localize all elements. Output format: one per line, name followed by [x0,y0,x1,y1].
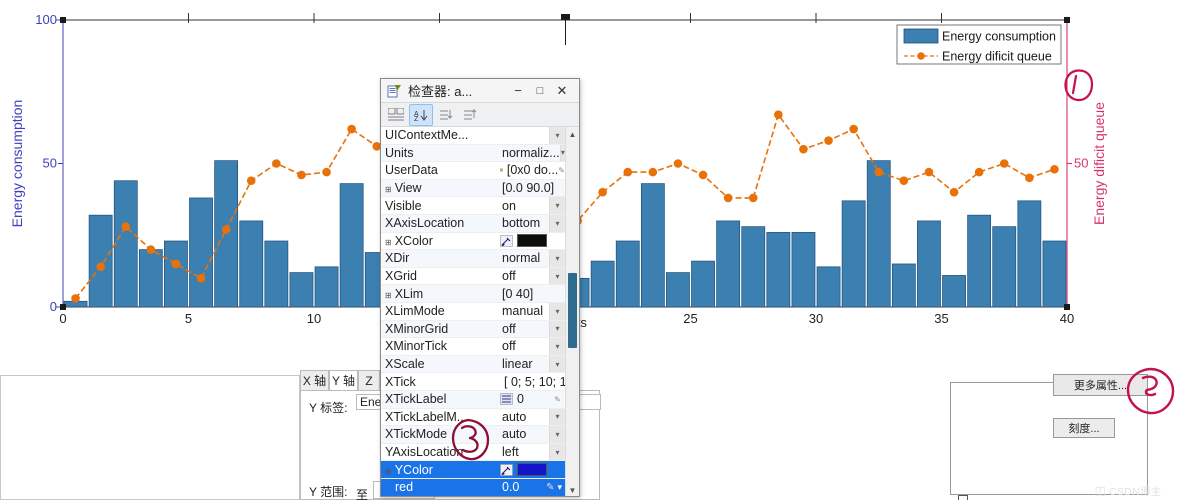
svg-text:Energy dificit queue: Energy dificit queue [942,49,1052,63]
svg-text:0: 0 [59,311,66,326]
svg-text:50: 50 [43,156,57,171]
svg-text:Energy consumption: Energy consumption [9,100,25,228]
svg-text:50: 50 [1074,156,1088,171]
svg-text:40: 40 [1060,311,1074,326]
svg-text:0: 0 [50,299,57,314]
svg-text:35: 35 [934,311,948,326]
svg-text:5: 5 [185,311,192,326]
svg-text:Energy dificit queue: Energy dificit queue [1091,102,1107,225]
svg-text:10: 10 [307,311,321,326]
svg-text:100: 100 [35,12,57,27]
svg-text:25: 25 [683,311,697,326]
svg-text:Energy consumption: Energy consumption [942,29,1056,43]
svg-text:30: 30 [809,311,823,326]
svg-text:Z: Z [414,116,419,122]
